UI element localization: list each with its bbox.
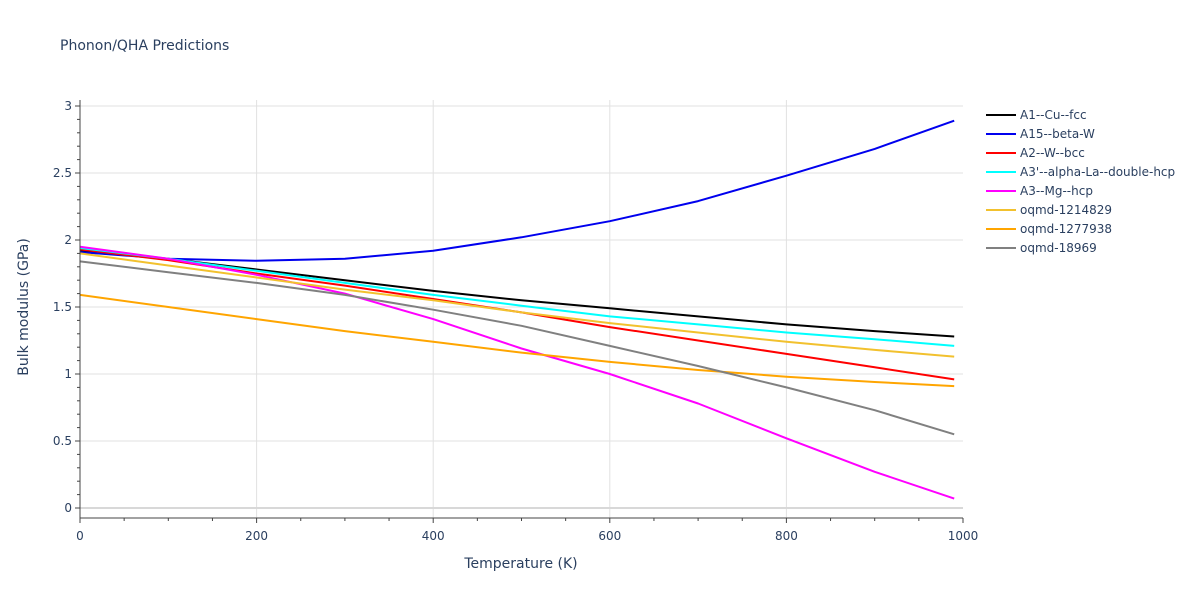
chart-title: Phonon/QHA Predictions	[60, 38, 229, 54]
legend-item[interactable]: oqmd-1214829	[986, 203, 1112, 217]
y-tick-label: 1.5	[53, 300, 72, 314]
y-tick-label: 3	[64, 99, 72, 113]
legend-item[interactable]: A3'--alpha-La--double-hcp	[986, 165, 1175, 179]
legend-item[interactable]: A2--W--bcc	[986, 146, 1085, 160]
y-tick-label: 1	[64, 367, 72, 381]
y-tick-label: 0.5	[53, 434, 72, 448]
axes: 0 0.5 1 1.5 2 2.5 3 0 200 400 600 800 1000	[53, 99, 978, 543]
y-tick-label: 2	[64, 233, 72, 247]
x-tick-label: 800	[775, 529, 798, 543]
series-line-A3--Mg--hcp[interactable]	[79, 245, 955, 500]
x-tick-label: 1000	[948, 529, 979, 543]
x-tick-label: 600	[598, 529, 621, 543]
series-line-oqmd-1214829[interactable]	[79, 252, 955, 358]
y-axis-title: Bulk modulus (GPa)	[16, 238, 32, 376]
legend-label: A1--Cu--fcc	[1020, 108, 1087, 122]
legend-label: A3--Mg--hcp	[1020, 184, 1093, 198]
y-tick-label: 2.5	[53, 166, 72, 180]
series-line-A15--beta-W[interactable]	[79, 119, 955, 262]
legend-item[interactable]: oqmd-18969	[986, 241, 1097, 255]
series-line-A2--W--bcc[interactable]	[79, 248, 955, 381]
legend-item[interactable]: A15--beta-W	[986, 127, 1095, 141]
legend-label: oqmd-18969	[1020, 241, 1097, 255]
legend-item[interactable]: A3--Mg--hcp	[986, 184, 1093, 198]
legend-label: oqmd-1277938	[1020, 222, 1112, 236]
legend-label: A2--W--bcc	[1020, 146, 1085, 160]
series-line-oqmd-18969[interactable]	[79, 260, 955, 436]
series-line-oqmd-1277938[interactable]	[79, 293, 955, 388]
legend-label: A3'--alpha-La--double-hcp	[1020, 165, 1175, 179]
grid-lines	[80, 100, 963, 518]
legend: A1--Cu--fcc A15--beta-W A2--W--bcc A3'--alp…	[986, 108, 1175, 255]
legend-item[interactable]: A1--Cu--fcc	[986, 108, 1087, 122]
y-tick-label: 0	[64, 501, 72, 515]
legend-label: A15--beta-W	[1020, 127, 1095, 141]
legend-item[interactable]: oqmd-1277938	[986, 222, 1112, 236]
series-line-A1--Cu--fcc[interactable]	[79, 249, 955, 338]
legend-label: oqmd-1214829	[1020, 203, 1112, 217]
series-line-A3'--alpha-La--double-hcp[interactable]	[79, 247, 955, 347]
x-tick-label: 400	[422, 529, 445, 543]
plot-area	[79, 119, 955, 500]
x-tick-label: 200	[245, 529, 268, 543]
x-tick-label: 0	[76, 529, 84, 543]
x-axis-title: Temperature (K)	[463, 556, 577, 572]
